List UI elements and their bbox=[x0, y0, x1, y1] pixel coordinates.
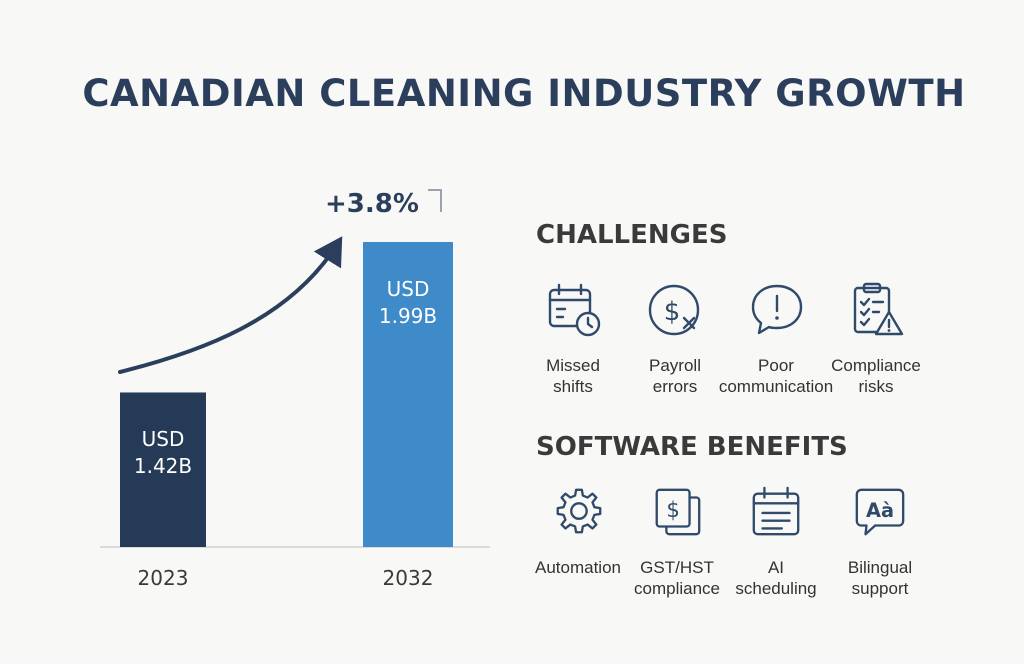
tax-document-icon: $ bbox=[612, 484, 742, 545]
x-tick-label-2023: 2023 bbox=[138, 566, 189, 590]
challenges-heading: CHALLENGES bbox=[536, 220, 728, 250]
benefit-item-2: $ GST/HST compliance bbox=[612, 484, 742, 599]
benefit-label: GST/HST compliance bbox=[634, 558, 720, 598]
challenge-item-4: Compliance risks bbox=[811, 280, 941, 397]
challenge-item-1: Missed shifts bbox=[508, 280, 638, 397]
bar-2032 bbox=[363, 242, 453, 547]
bar-value-label-2023: USD 1.42B bbox=[134, 427, 192, 478]
benefits-list: Automation $ GST/HST compliance AI scheduli… bbox=[0, 484, 1024, 604]
challenge-item-2: $ Payroll errors bbox=[610, 280, 740, 397]
benefit-item-4: Aà Bilingual support bbox=[815, 484, 945, 599]
benefit-item-3: AI scheduling bbox=[711, 484, 841, 599]
translation-bubble-icon: Aà bbox=[815, 484, 945, 545]
annotation-bracket bbox=[428, 189, 442, 212]
growth-bar-chart: +3.8% USD 1.42B 2023 USD 1.99B 2032 bbox=[100, 189, 490, 590]
bar-value-label-2032: USD 1.99B bbox=[379, 277, 437, 328]
benefits-heading: SOFTWARE BENEFITS bbox=[536, 432, 848, 462]
challenge-label: Payroll errors bbox=[649, 356, 701, 396]
challenge-label: Poor communication bbox=[718, 356, 834, 396]
x-tick-label-2032: 2032 bbox=[383, 566, 434, 590]
page-title: CANADIAN CLEANING INDUSTRY GROWTH bbox=[82, 72, 966, 115]
benefit-item-1: Automation bbox=[513, 484, 643, 578]
svg-text:Aà: Aà bbox=[866, 499, 894, 522]
svg-text:$: $ bbox=[666, 498, 680, 523]
calendar-clock-icon bbox=[508, 280, 638, 343]
growth-arrow bbox=[118, 236, 343, 374]
speech-bubble-exclamation-icon bbox=[711, 280, 841, 343]
challenges-list: Missed shifts $ Payroll errors Poor communi… bbox=[0, 280, 1024, 400]
bar-2023 bbox=[120, 392, 206, 547]
benefit-label: Bilingual support bbox=[847, 558, 913, 598]
svg-text:$: $ bbox=[664, 297, 681, 327]
calendar-icon bbox=[711, 484, 841, 545]
challenge-label: Missed shifts bbox=[546, 356, 600, 396]
growth-rate-annotation: +3.8% bbox=[325, 189, 419, 219]
challenge-item-3: Poor communication bbox=[711, 280, 841, 397]
clipboard-warning-icon bbox=[811, 280, 941, 343]
benefit-label: AI scheduling bbox=[735, 558, 817, 598]
gear-icon bbox=[513, 484, 643, 545]
benefit-label: Automation bbox=[535, 558, 621, 577]
challenge-label: Compliance risks bbox=[831, 356, 921, 396]
dollar-error-icon: $ bbox=[610, 280, 740, 343]
